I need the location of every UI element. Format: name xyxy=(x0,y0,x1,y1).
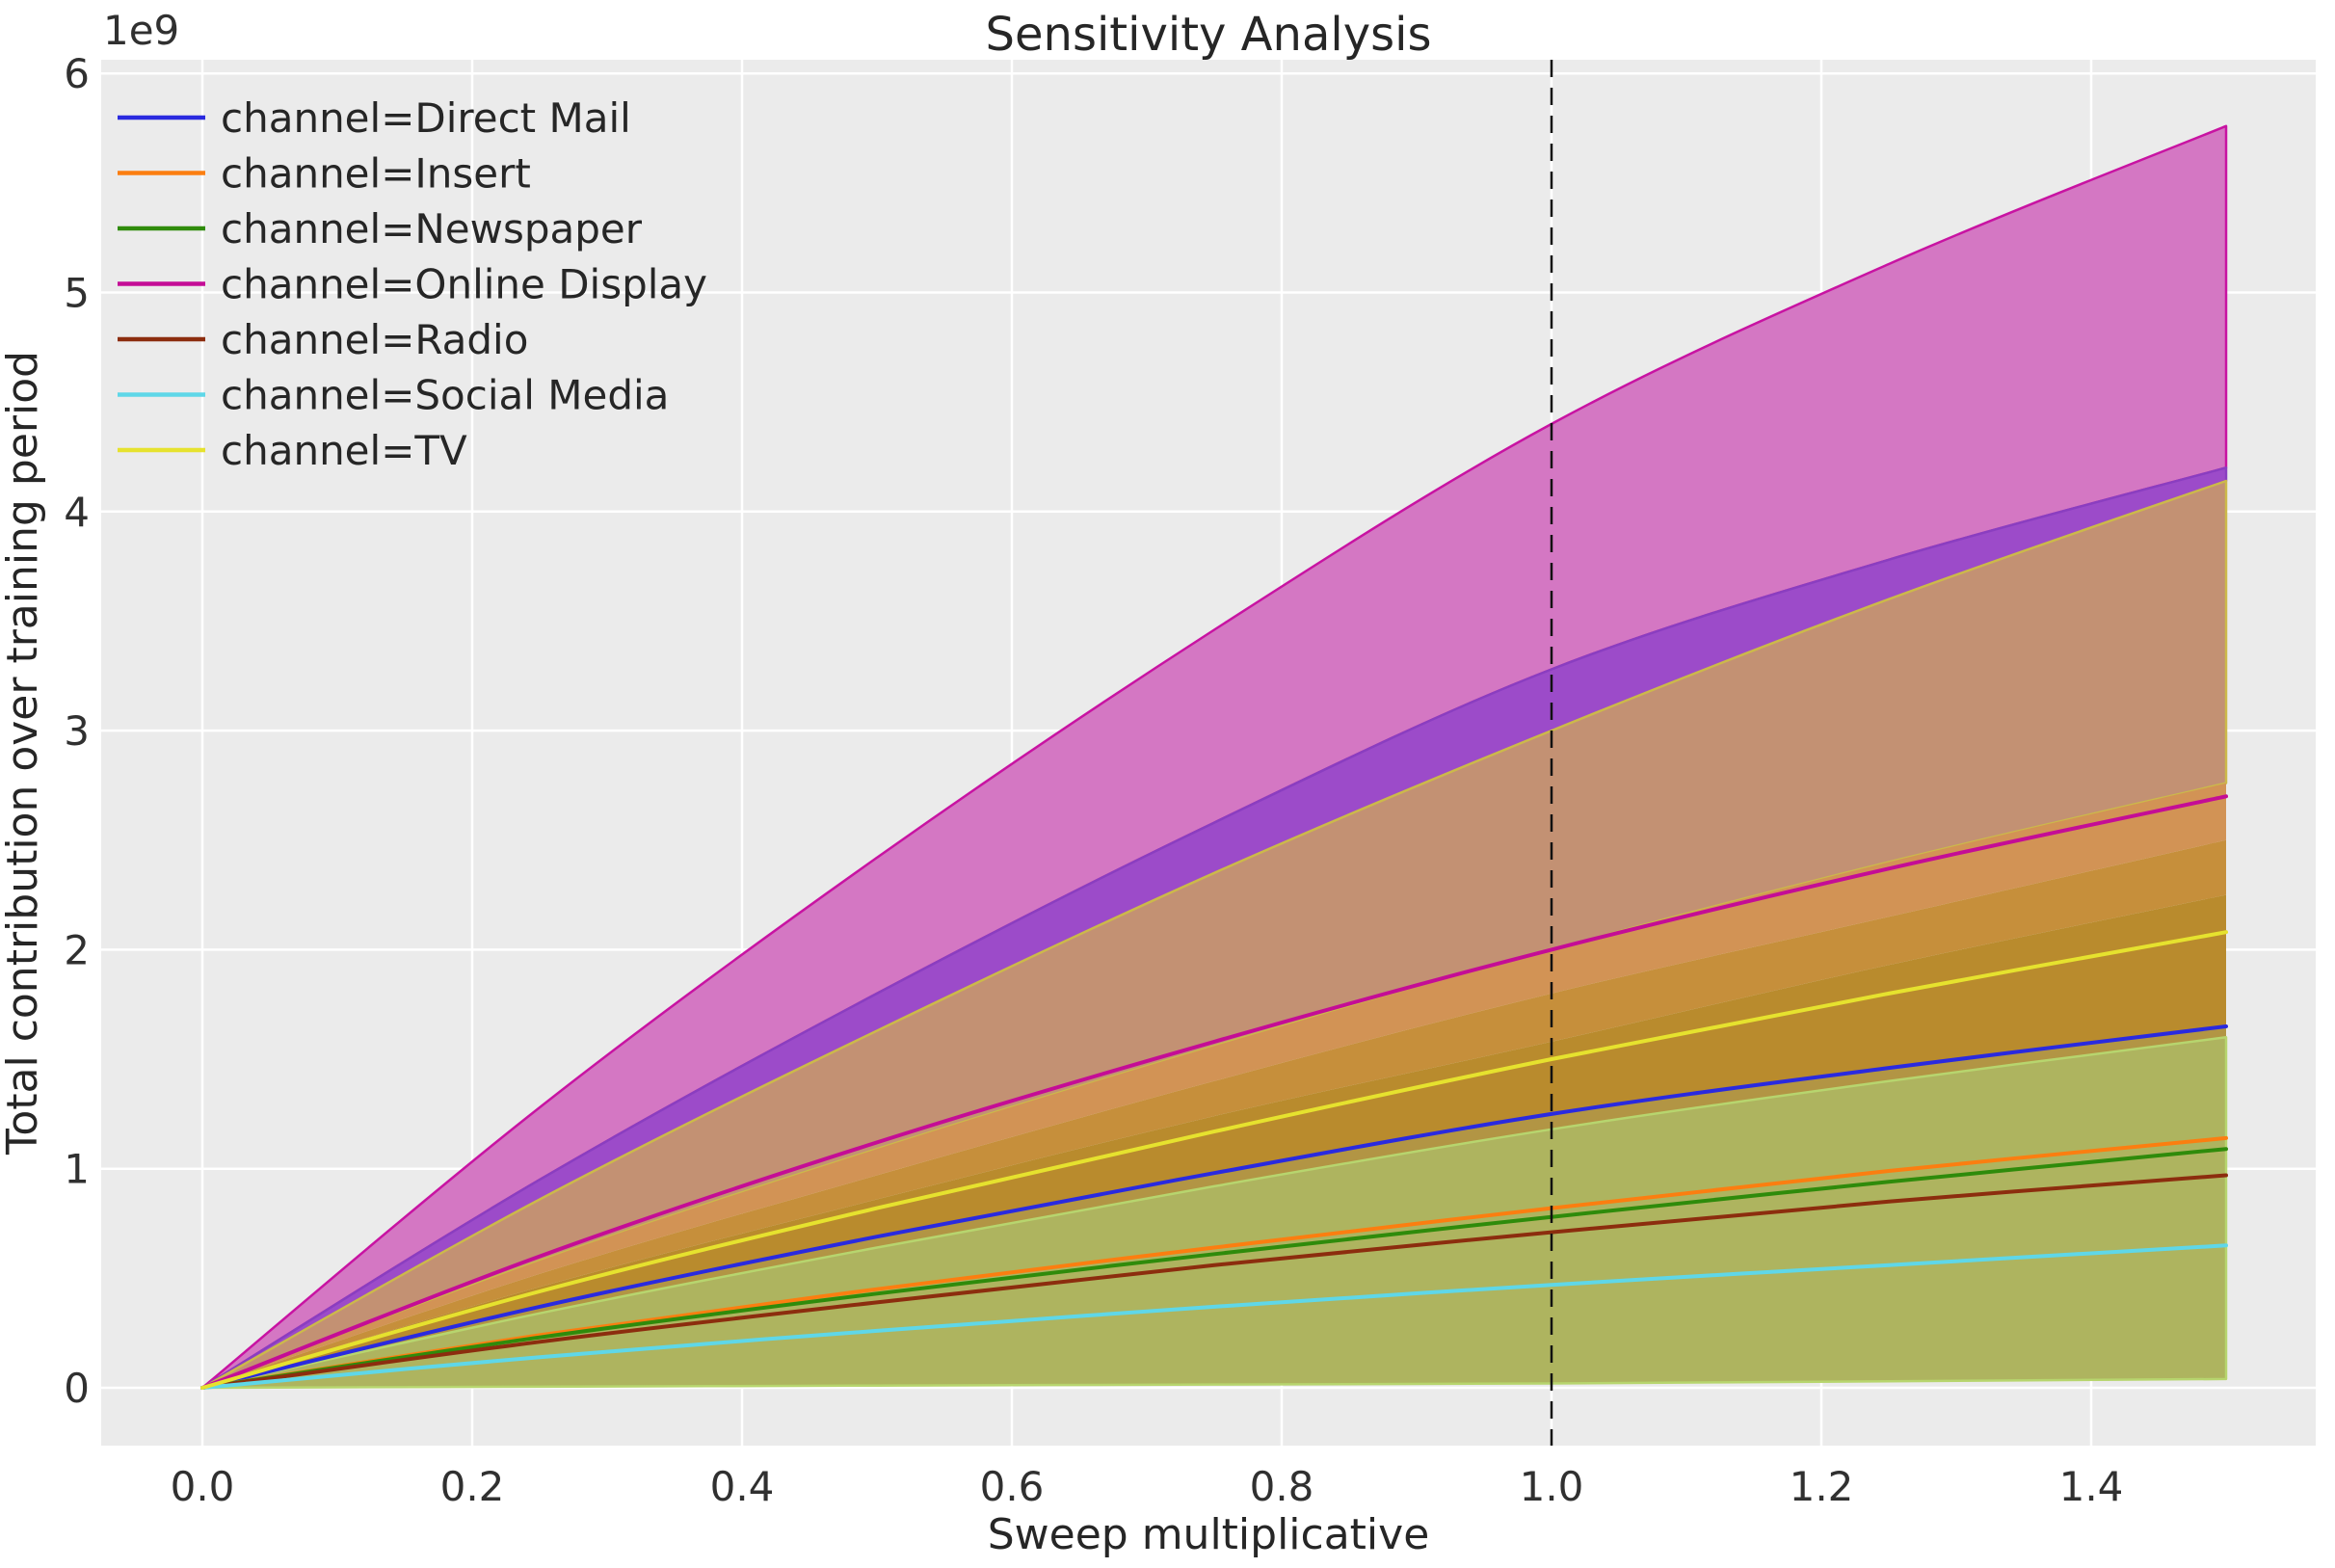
y-tick-label: 6 xyxy=(64,50,90,97)
y-axis-label: Total contribution over training period xyxy=(0,351,47,1156)
legend-item-tv: channel=TV xyxy=(118,427,467,474)
legend-label: channel=Social Media xyxy=(221,372,669,419)
x-tick-labels: 0.0 0.2 0.4 0.6 0.8 1.0 1.2 1.4 xyxy=(171,1463,2124,1510)
uncertainty-bands-layer xyxy=(200,124,2228,1390)
series-line-social-media xyxy=(200,1243,2228,1390)
legend-item-online-display: channel=Online Display xyxy=(118,261,707,308)
y-tick-label: 0 xyxy=(64,1365,90,1412)
legend-item-newspaper: channel=Newspaper xyxy=(118,205,643,252)
uncertainty-band-insert-band-orange-overlap xyxy=(202,783,2226,1388)
series-line-tv xyxy=(200,930,2228,1390)
x-tick-label: 0.6 xyxy=(980,1463,1045,1510)
x-tick-label: 0.4 xyxy=(710,1463,775,1510)
legend-item-social-media: channel=Social Media xyxy=(118,372,669,419)
x-tick-label: 1.0 xyxy=(1520,1463,1584,1510)
x-tick-label: 1.2 xyxy=(1790,1463,1854,1510)
y-tick-label: 2 xyxy=(64,926,90,973)
legend-label: channel=Online Display xyxy=(221,261,707,308)
series-line-online-display xyxy=(200,794,2228,1390)
x-tick-label: 0.2 xyxy=(440,1463,505,1510)
y-axis-offset-text: 1e9 xyxy=(103,7,179,54)
y-tick-label: 4 xyxy=(64,489,90,536)
series-lines-layer xyxy=(200,794,2228,1390)
legend-item-direct-mail: channel=Direct Mail xyxy=(118,94,631,142)
legend-label: channel=Newspaper xyxy=(221,205,643,252)
y-tick-labels: 0 1 2 3 4 5 6 xyxy=(64,50,90,1412)
legend-label: channel=Direct Mail xyxy=(221,94,631,142)
uncertainty-band-olive-overlap-lower xyxy=(200,1036,2228,1390)
y-tick-label: 5 xyxy=(64,270,90,317)
series-line-newspaper xyxy=(200,1147,2228,1390)
legend-label: channel=Insert xyxy=(221,150,531,198)
x-tick-label: 0.8 xyxy=(1250,1463,1314,1510)
series-line-radio xyxy=(200,1173,2228,1390)
legend-item-radio: channel=Radio xyxy=(118,316,528,363)
y-tick-label: 3 xyxy=(64,707,90,755)
legend: channel=Direct Mail channel=Insert channel… xyxy=(118,94,707,474)
y-tick-label: 1 xyxy=(64,1146,90,1193)
uncertainty-band-dark-gold-overlap xyxy=(202,894,2226,1388)
chart-title: Sensitivity Analysis xyxy=(986,8,1432,62)
x-axis-label: Sweep multiplicative xyxy=(988,1510,1430,1559)
x-tick-label: 1.4 xyxy=(2059,1463,2124,1510)
legend-item-insert: channel=Insert xyxy=(118,150,531,198)
x-tick-label: 0.0 xyxy=(171,1463,235,1510)
legend-label: channel=Radio xyxy=(221,316,528,363)
legend-label: channel=TV xyxy=(221,427,467,474)
uncertainty-band-gold-overlap xyxy=(202,839,2226,1388)
series-line-direct-mail xyxy=(200,1024,2228,1390)
series-line-insert xyxy=(200,1135,2228,1390)
